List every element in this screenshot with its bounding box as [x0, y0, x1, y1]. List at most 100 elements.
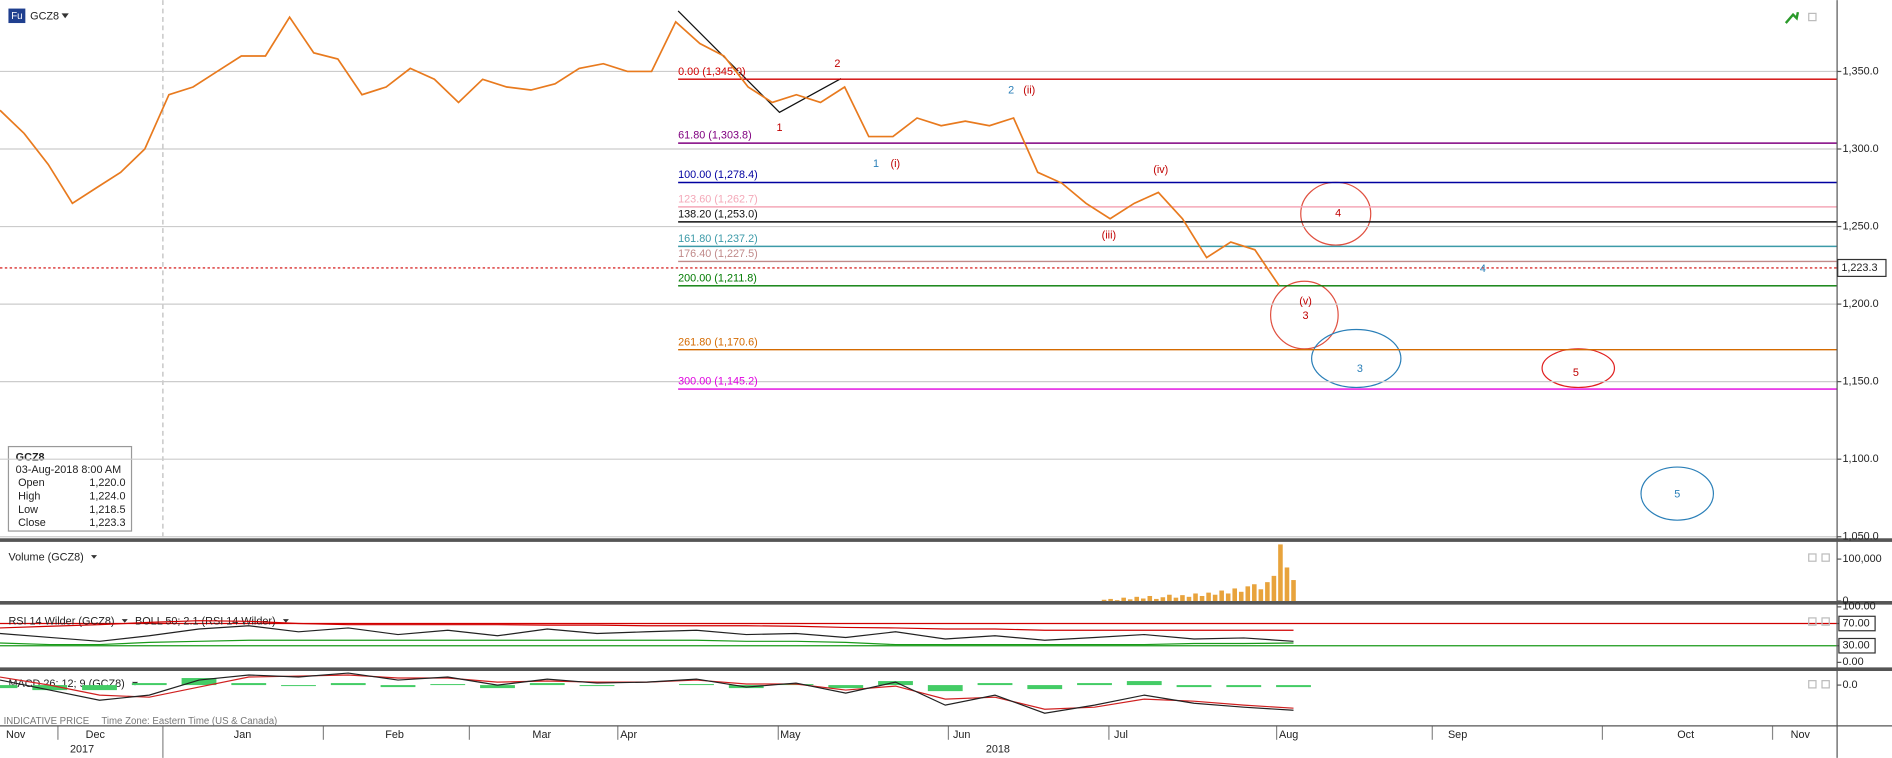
dropdown[interactable]	[121, 619, 128, 623]
info-value: 1,224.0	[89, 491, 125, 503]
bar	[1291, 580, 1296, 602]
y-tick-label: 0	[1843, 595, 1849, 607]
dropdown[interactable]	[282, 619, 289, 623]
bar	[1212, 594, 1218, 602]
bar	[878, 681, 913, 686]
info-label: Open	[18, 477, 45, 489]
bar	[1101, 599, 1107, 602]
wave-label: 3	[1303, 310, 1309, 322]
bar	[977, 683, 1013, 686]
bar	[1127, 599, 1133, 602]
bar	[231, 683, 267, 686]
info-label: Close	[18, 517, 46, 529]
x-tick-label: Jul	[1114, 729, 1128, 741]
bar	[1147, 595, 1153, 602]
bar	[1173, 597, 1179, 602]
fib-label: 300.00 (1,145.2)	[678, 376, 758, 388]
x-tick-label: May	[780, 729, 801, 741]
dropdown[interactable]	[91, 555, 98, 559]
fib-label: 0.00 (1,345.0)	[678, 66, 746, 78]
bar	[1140, 598, 1146, 602]
pane-button[interactable]	[1821, 553, 1830, 562]
bar	[1108, 598, 1113, 602]
info-datetime: 03-Aug-2018 8:00 AM	[16, 464, 122, 476]
bar	[1206, 592, 1211, 602]
last-price-label: 1,223.3	[1841, 262, 1877, 274]
bar	[480, 685, 515, 689]
bar	[380, 685, 416, 688]
series-line	[0, 625, 1294, 642]
bar	[679, 684, 714, 686]
bar	[131, 683, 167, 686]
info-label: Low	[18, 504, 38, 516]
pane-button[interactable]	[1808, 680, 1817, 689]
bar	[579, 685, 615, 687]
series-line	[0, 672, 1294, 714]
pane-title: MACD 26; 12; 9 (GCZ8)	[8, 678, 124, 690]
x-tick-label: Jun	[953, 729, 970, 741]
bar	[1265, 582, 1270, 602]
bar	[1121, 597, 1126, 602]
bar	[1134, 596, 1140, 602]
bar	[181, 678, 217, 686]
bar	[430, 684, 466, 686]
symbol-icon[interactable]	[8, 8, 26, 24]
pane-button[interactable]	[1821, 680, 1830, 689]
fib-label: 200.00 (1,211.8)	[678, 272, 757, 284]
fib-label: 100.00 (1,278.4)	[678, 169, 758, 181]
bar	[1154, 598, 1159, 602]
y-tick-label: 1,050.0	[1843, 531, 1879, 543]
info-box: GCZ8 03-Aug-2018 8:00 AM	[7, 445, 133, 532]
bar	[927, 685, 963, 692]
pane-button[interactable]	[1808, 553, 1817, 562]
bar	[1271, 575, 1277, 602]
bar	[1114, 600, 1120, 602]
bar	[1027, 685, 1063, 690]
bar	[1176, 685, 1212, 688]
bar	[1160, 597, 1166, 602]
target-circle	[1640, 466, 1715, 521]
y-tick-label: 1,100.0	[1843, 453, 1879, 465]
info-value: 1,220.0	[89, 477, 125, 489]
bar	[1226, 685, 1262, 688]
wave-label: (ii)	[1023, 84, 1035, 96]
bar	[1167, 594, 1172, 602]
pane-subtitle: BOLL 50; 2.1 (RSI 14 Wilder)	[135, 615, 276, 627]
y-tick-label: 1,350.0	[1843, 65, 1879, 77]
fib-label: 161.80 (1,237.2)	[678, 233, 758, 245]
bar	[1278, 544, 1283, 602]
bar	[1232, 588, 1238, 602]
series-line	[0, 620, 1294, 631]
bar	[82, 685, 117, 691]
symbol-icon-text: Fu	[11, 11, 22, 22]
trend-icon[interactable]	[1784, 11, 1800, 24]
x-tick-label: Sep	[1448, 729, 1467, 741]
pane-button[interactable]	[1821, 617, 1830, 626]
wave-label: (iv)	[1153, 164, 1168, 176]
y-tick-label: 100,000	[1843, 553, 1882, 565]
series-line	[0, 15, 1280, 286]
tick-box	[1838, 637, 1876, 654]
bar	[529, 683, 565, 686]
bar	[1252, 584, 1257, 602]
pane-title: Volume (GCZ8)	[8, 551, 83, 563]
info-label: High	[18, 491, 40, 503]
window-button[interactable]	[1808, 12, 1817, 22]
bar	[1193, 593, 1198, 602]
bar	[1126, 681, 1162, 686]
wave-label: (i)	[891, 158, 901, 170]
fib-label: 261.80 (1,170.6)	[678, 336, 758, 348]
x-tick-label: Oct	[1677, 729, 1694, 741]
symbol[interactable]: GCZ8	[30, 10, 59, 22]
wave-label: 1	[873, 158, 879, 170]
fib-label: 123.60 (1,262.7)	[678, 193, 758, 205]
bar	[1186, 596, 1192, 602]
pane-button[interactable]	[1808, 617, 1817, 626]
dropdown[interactable]	[61, 13, 69, 19]
y-tick-label: 0.00	[1843, 656, 1864, 668]
x-year-label: 2017	[70, 743, 94, 755]
target-circle	[1541, 348, 1616, 389]
x-tick-label: Jan	[234, 729, 251, 741]
